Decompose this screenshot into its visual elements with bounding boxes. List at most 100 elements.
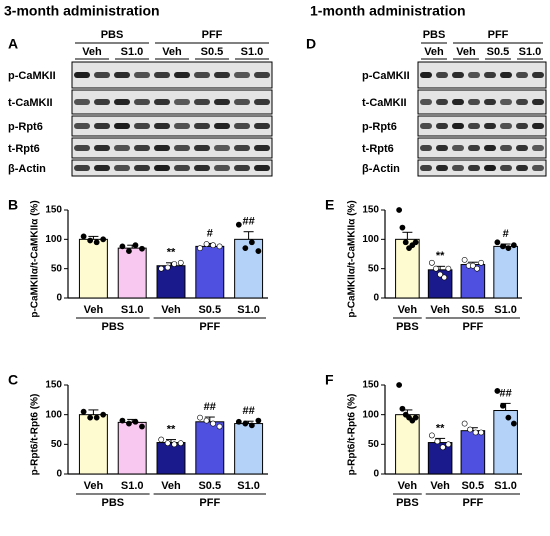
data-point xyxy=(216,243,223,250)
blot-band xyxy=(532,123,544,129)
blot-row-label: β-Actin xyxy=(8,163,46,175)
data-point xyxy=(87,414,94,421)
blot-band xyxy=(420,123,432,129)
data-point xyxy=(433,265,439,272)
data-point xyxy=(255,248,262,254)
blot-strip xyxy=(417,159,547,177)
blot-row-label: t-CaMKII xyxy=(362,97,407,109)
y-tick-label: 0 xyxy=(373,469,379,480)
x-tick-label: S1.0 xyxy=(121,304,144,316)
blot-band xyxy=(154,72,170,78)
bar xyxy=(195,245,225,299)
significance-label: ** xyxy=(436,422,445,434)
y-tick-label: 150 xyxy=(362,380,379,391)
bar xyxy=(117,247,147,299)
data-point xyxy=(139,245,145,252)
data-point xyxy=(472,429,479,436)
data-point xyxy=(139,423,145,430)
blot-strip xyxy=(71,159,273,177)
data-point xyxy=(441,274,448,281)
blot-band xyxy=(194,99,210,105)
significance-label: ** xyxy=(436,250,445,262)
data-point xyxy=(510,242,517,249)
blot-row-label: p-CaMKII xyxy=(362,70,410,82)
blot-band xyxy=(234,145,250,151)
blot-band xyxy=(214,72,230,78)
blot-band xyxy=(436,145,448,151)
blot-condition-label: S0.5 xyxy=(487,46,510,58)
y-tick-label: 100 xyxy=(362,409,379,420)
data-point xyxy=(248,422,255,429)
bar xyxy=(156,442,186,475)
data-point xyxy=(461,420,468,427)
right-title: 1-month administration xyxy=(310,3,466,19)
bar xyxy=(493,410,518,475)
data-point xyxy=(203,241,210,247)
data-point xyxy=(158,265,165,272)
blot-band xyxy=(500,72,512,78)
x-tick-label: S1.0 xyxy=(494,480,517,492)
blot-band xyxy=(420,165,432,171)
data-point xyxy=(100,236,107,243)
panel-letter: C xyxy=(8,372,18,388)
data-point xyxy=(87,237,94,244)
blot-band xyxy=(484,99,496,105)
panel-letter: E xyxy=(325,197,334,213)
bar xyxy=(493,245,518,299)
blot-band xyxy=(500,165,512,171)
data-point xyxy=(445,265,452,272)
data-point xyxy=(399,224,406,231)
blot-band xyxy=(452,72,464,78)
left-title: 3-month administration xyxy=(4,3,160,19)
data-point xyxy=(242,245,249,252)
data-point xyxy=(396,382,403,388)
y-tick-label: 50 xyxy=(51,439,63,450)
blot-band xyxy=(234,123,250,129)
blot-condition-label: Veh xyxy=(82,46,102,58)
blot-row-label: t-Rpt6 xyxy=(362,143,394,155)
x-tick-label: S0.5 xyxy=(198,304,221,316)
blot-band xyxy=(484,123,496,129)
blot-band xyxy=(532,72,544,78)
panel-letter: D xyxy=(306,36,316,52)
blot-row-label: t-CaMKII xyxy=(8,97,53,109)
data-point xyxy=(499,243,506,250)
data-point xyxy=(494,239,501,246)
blot-row-label: p-CaMKII xyxy=(8,70,56,82)
blot-condition-label: S0.5 xyxy=(201,46,224,58)
blot-band xyxy=(420,145,432,151)
data-point xyxy=(164,264,171,271)
blot-band xyxy=(452,123,464,129)
blot-band xyxy=(254,99,270,105)
data-point xyxy=(248,239,255,246)
blot-band xyxy=(468,145,480,151)
blot-band xyxy=(114,123,130,129)
blot-band xyxy=(452,165,464,171)
blot-band xyxy=(94,123,110,129)
blot-row-label: β-Actin xyxy=(362,163,400,175)
data-point xyxy=(235,418,242,425)
x-tick-label: Veh xyxy=(430,304,450,316)
data-point xyxy=(197,245,203,252)
x-tick-label: Veh xyxy=(398,480,418,492)
data-point xyxy=(434,438,441,445)
blot-band xyxy=(114,72,130,78)
data-point xyxy=(80,233,87,240)
significance-label: ## xyxy=(242,216,254,228)
data-point xyxy=(428,432,435,439)
significance-label: ** xyxy=(167,423,176,435)
data-point xyxy=(132,418,139,425)
data-point xyxy=(494,388,501,394)
y-tick-label: 0 xyxy=(56,469,62,480)
blot-band xyxy=(134,123,150,129)
blot-band xyxy=(174,145,190,151)
data-point xyxy=(396,207,403,213)
blot-band xyxy=(214,99,230,105)
y-axis-label: p-CaMKIIα/t-CaMKIIα (%) xyxy=(30,200,41,317)
group-label: PFF xyxy=(462,497,483,509)
blot-band xyxy=(134,145,150,151)
group-label: PBS xyxy=(396,321,419,333)
blot-band xyxy=(134,165,150,171)
blot-band xyxy=(532,165,544,171)
